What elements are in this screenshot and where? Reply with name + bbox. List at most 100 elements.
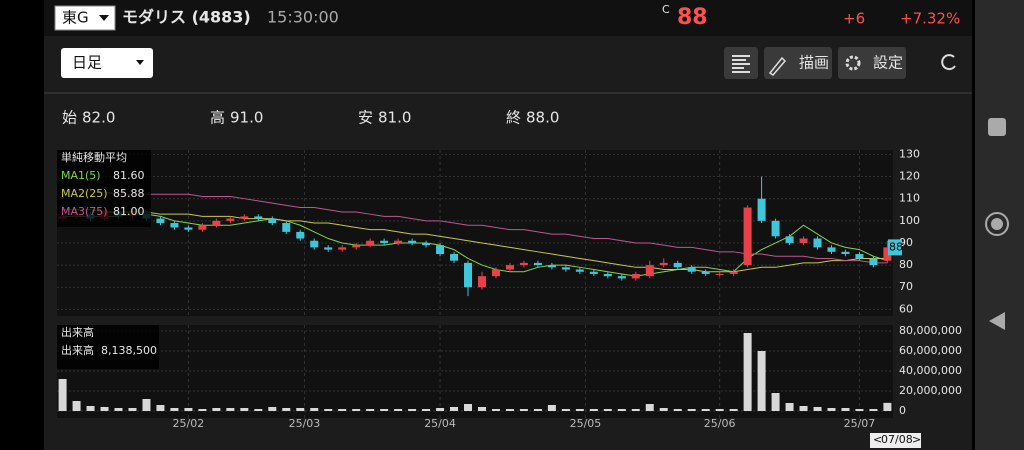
- period-select[interactable]: 日足: [61, 48, 153, 78]
- candle-body: [673, 262, 682, 268]
- volume-bar: [701, 409, 710, 411]
- volume-bar: [184, 408, 193, 411]
- volume-bar: [827, 408, 836, 411]
- nav-back[interactable]: [989, 312, 1005, 330]
- y-tick-label: 90: [899, 236, 913, 249]
- candle-body: [533, 262, 542, 266]
- volume-bar: [533, 409, 542, 411]
- candle-body: [771, 220, 780, 237]
- market-select[interactable]: 東G: [54, 5, 116, 31]
- candle-body: [352, 245, 361, 248]
- caret: [136, 60, 144, 65]
- volume-bar: [394, 409, 403, 411]
- candle-body: [561, 267, 570, 270]
- summary-label: 終: [506, 109, 521, 127]
- candle-body: [505, 265, 514, 270]
- volume-bar: [464, 404, 473, 411]
- candle-body: [226, 218, 235, 221]
- summary-value: 88.0: [526, 109, 559, 127]
- volume-bar: [170, 408, 179, 411]
- summary-label: 高: [210, 109, 225, 127]
- legend-value: 81.60: [113, 169, 145, 182]
- settings-label: 設定: [873, 54, 903, 72]
- y-tick-label: 0: [899, 404, 906, 417]
- candle-body: [491, 269, 500, 277]
- nav-recent[interactable]: [988, 118, 1006, 136]
- candle-body: [436, 245, 445, 255]
- summary-label: 始: [62, 109, 77, 127]
- price-panel: [57, 150, 893, 316]
- volume-bar: [408, 409, 417, 411]
- legend-title: 出来高: [61, 325, 94, 339]
- volume-bar: [366, 409, 375, 411]
- volume-bar: [631, 409, 640, 411]
- candle-body: [450, 254, 459, 261]
- candle-body: [869, 258, 878, 266]
- candle-body: [156, 218, 165, 224]
- volume-bar: [505, 409, 514, 411]
- volume-bar: [589, 409, 598, 411]
- candle-body: [268, 218, 277, 224]
- cursor-arrow: <: [873, 433, 882, 446]
- candle-body: [645, 265, 654, 277]
- summary-value: 81.0: [378, 109, 411, 127]
- refresh-button[interactable]: [941, 54, 956, 71]
- top-bar: [44, 0, 972, 36]
- candle-body: [184, 227, 193, 230]
- candle-body: [519, 262, 528, 266]
- candle-body: [477, 276, 486, 288]
- indicator-button[interactable]: [724, 47, 758, 79]
- draw-button[interactable]: 描画: [764, 47, 832, 79]
- y-tick-label: 60,000,000: [899, 344, 962, 357]
- volume-bar: [436, 408, 445, 411]
- settings-button[interactable]: 設定: [838, 47, 906, 79]
- volume-bar: [883, 402, 892, 411]
- x-tick-label: 25/03: [289, 417, 321, 430]
- legend-bg: [57, 325, 159, 369]
- y-tick-label: 110: [899, 192, 920, 205]
- y-tick-label: 20,000,000: [899, 384, 962, 397]
- date-cursor[interactable]: <07/08 >: [870, 433, 921, 448]
- x-tick-label: 25/02: [173, 417, 205, 430]
- legend-name: MA3(75): [61, 205, 108, 218]
- y-tick-label: 130: [899, 147, 920, 160]
- candle-body: [366, 240, 375, 246]
- cursor-arrow: >: [912, 433, 921, 446]
- draw-label: 描画: [799, 54, 829, 72]
- candle-body: [743, 207, 752, 266]
- volume-bar: [282, 408, 291, 411]
- y-tick-label: 80: [899, 258, 913, 271]
- time: 15:30:00: [267, 8, 339, 27]
- change-pct: +7.32%: [900, 10, 960, 28]
- x-tick-label: 25/07: [844, 417, 876, 430]
- x-tick-label: 25/05: [570, 417, 602, 430]
- volume-bar: [142, 399, 151, 411]
- candle-body: [589, 271, 598, 274]
- nav-home[interactable]: [985, 212, 1009, 236]
- candle-body: [282, 223, 291, 232]
- volume-bar: [380, 409, 389, 411]
- x-tick-label: 25/06: [704, 417, 736, 430]
- candle-body: [729, 271, 738, 274]
- legend-name: MA1(5): [61, 169, 101, 182]
- volume-bar: [156, 405, 165, 411]
- period-box: [61, 48, 153, 78]
- volume-bar: [477, 407, 486, 411]
- volume-bar: [72, 401, 81, 411]
- period: 日足: [72, 54, 102, 72]
- volume-bar: [491, 409, 500, 411]
- volume-bar: [575, 409, 584, 411]
- volume-bar: [198, 409, 207, 411]
- candle-body: [827, 247, 836, 252]
- volume-bar: [799, 406, 808, 411]
- candle-body: [659, 262, 668, 266]
- volume-bar: [519, 409, 528, 411]
- volume-bar: [226, 408, 235, 411]
- price-tag-bg: [888, 239, 902, 256]
- change: +6: [843, 10, 865, 28]
- volume-bar: [673, 409, 682, 411]
- volume-bar: [296, 408, 305, 411]
- volume-bar: [114, 408, 123, 411]
